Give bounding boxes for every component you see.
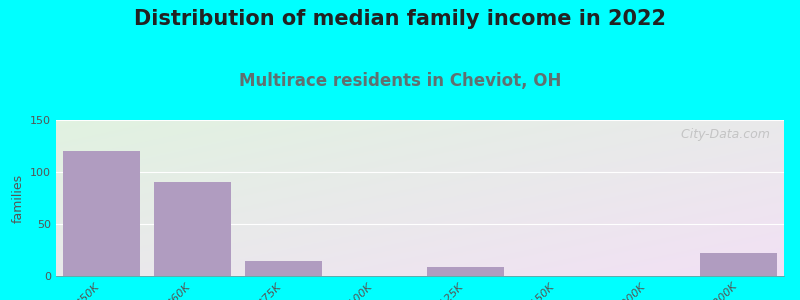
Bar — [427, 267, 504, 276]
Text: Distribution of median family income in 2022: Distribution of median family income in … — [134, 9, 666, 29]
Text: Multirace residents in Cheviot, OH: Multirace residents in Cheviot, OH — [239, 72, 561, 90]
Bar — [154, 182, 231, 276]
Text: City-Data.com: City-Data.com — [673, 128, 770, 141]
Bar — [63, 151, 140, 276]
Bar — [245, 261, 322, 276]
Y-axis label: families: families — [11, 173, 25, 223]
Bar — [700, 253, 777, 276]
